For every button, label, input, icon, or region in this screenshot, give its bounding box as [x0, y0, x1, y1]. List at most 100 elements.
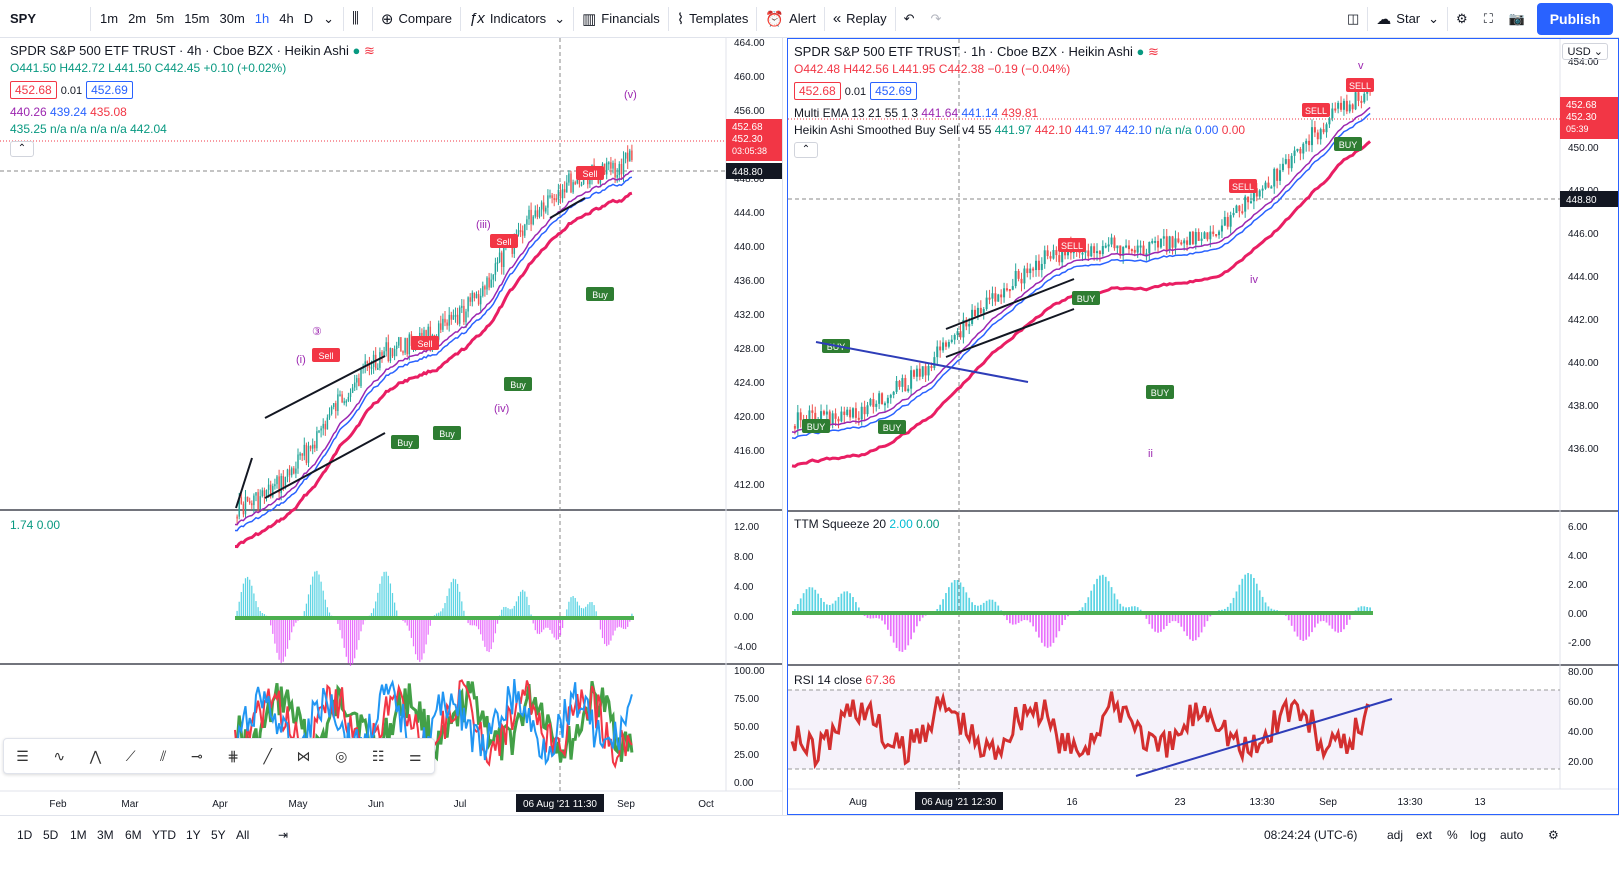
star-button[interactable]: ☁ Star ⌄: [1368, 0, 1447, 38]
measure-tool-icon[interactable]: ☷: [371, 747, 385, 764]
snapshot-button[interactable]: 📷: [1501, 0, 1533, 38]
channel-tool-icon[interactable]: ⫽: [160, 747, 167, 764]
pattern-tool-icon[interactable]: ⋈: [296, 747, 311, 764]
range-all[interactable]: All: [236, 828, 250, 842]
right-title[interactable]: SPDR S&P 500 ETF TRUST · 1h · Cboe BZX ·…: [794, 44, 1133, 59]
goto-date-icon[interactable]: ⇥: [278, 828, 289, 842]
gear-icon[interactable]: ⚙: [1548, 828, 1559, 842]
osc-bar: [324, 599, 326, 618]
interval-4h[interactable]: 4h: [279, 11, 294, 26]
interval-1h[interactable]: 1h: [254, 11, 270, 26]
rsi-axis-label: 100.00: [734, 666, 765, 677]
candle-body: [328, 414, 331, 418]
osc-bar: [1322, 613, 1325, 622]
osc-bar: [595, 611, 597, 618]
interval-15m[interactable]: 15m: [184, 11, 210, 26]
line-tool-icon[interactable]: ╱: [263, 747, 272, 764]
log-toggle[interactable]: log: [1470, 828, 1487, 842]
candle-body: [282, 476, 285, 489]
left-chart-canvas[interactable]: 464.00460.00456.00452.00448.00444.00440.…: [0, 38, 783, 815]
auto-toggle[interactable]: auto: [1500, 828, 1524, 842]
candle-body: [1197, 232, 1200, 241]
redo-button[interactable]: ↷: [923, 0, 950, 38]
osc-bar: [1299, 613, 1302, 640]
layout-button[interactable]: ◫: [1339, 0, 1367, 38]
eye-icon[interactable]: ●: [1136, 44, 1145, 59]
indicators-button[interactable]: ƒx Indicators ⌄: [461, 0, 573, 38]
osc-bar: [526, 596, 528, 618]
range-3m[interactable]: 3M: [97, 828, 114, 842]
alert-button[interactable]: ⏰ Alert: [757, 0, 823, 38]
collapse-legend-button[interactable]: ⌃: [10, 141, 34, 157]
candle-body: [886, 397, 889, 404]
sell-signal-box: [1229, 179, 1257, 193]
range-ytd[interactable]: YTD: [152, 828, 176, 842]
range-5d[interactable]: 5D: [43, 828, 59, 842]
lines-tool-icon[interactable]: ☰: [16, 747, 29, 764]
horizontal-ray-icon[interactable]: ⊸: [190, 747, 203, 764]
compare-button[interactable]: ⊕ Compare: [373, 0, 460, 38]
candle-body: [1281, 163, 1284, 171]
symbol-search[interactable]: SPY: [10, 11, 37, 26]
range-5y[interactable]: 5Y: [211, 828, 226, 842]
candle-body: [326, 417, 329, 430]
left-chart-panel[interactable]: 464.00460.00456.00452.00448.00444.00440.…: [0, 38, 783, 815]
abc-tool-icon[interactable]: ⋀: [89, 747, 102, 764]
interval-30m[interactable]: 30m: [219, 11, 245, 26]
settings-button[interactable]: ⚙: [1448, 0, 1476, 38]
chevron-down-icon[interactable]: ⌄: [323, 10, 335, 26]
publish-button[interactable]: Publish: [1537, 3, 1613, 35]
spiral-tool-icon[interactable]: ◎: [335, 747, 348, 764]
right-chart-canvas[interactable]: 454.00452.00450.00448.00446.00444.00442.…: [788, 39, 1618, 814]
fullscreen-button[interactable]: ⛶: [1476, 0, 1501, 38]
chart-type-button[interactable]: ⫼: [344, 0, 372, 38]
osc-bar: [1119, 603, 1122, 613]
candle-body: [1046, 250, 1049, 257]
ext-toggle[interactable]: ext: [1416, 828, 1433, 842]
osc-bar: [814, 589, 817, 613]
candle-body: [444, 318, 446, 323]
fib-tool-icon[interactable]: ⋕: [227, 747, 239, 764]
candle-body: [370, 366, 373, 369]
candle-body: [860, 406, 863, 420]
trend-tool-icon[interactable]: ⟋: [125, 747, 136, 764]
undo-button[interactable]: ↶: [896, 0, 923, 38]
percent-toggle[interactable]: %: [1447, 828, 1458, 842]
settings-tool-icon[interactable]: ⚌: [409, 747, 422, 764]
financials-button[interactable]: ▥ Financials: [574, 0, 668, 38]
interval-2m[interactable]: 2m: [128, 11, 147, 26]
settings-badge-icon[interactable]: ≋: [1147, 44, 1159, 59]
currency-selector[interactable]: USD ⌄: [1562, 43, 1608, 60]
range-1m[interactable]: 1M: [70, 828, 87, 842]
time-axis-label: Aug: [849, 797, 867, 808]
wave-label: iv: [1250, 274, 1258, 286]
candle-body: [1162, 236, 1165, 239]
clock[interactable]: 08:24:24 (UTC-6): [1264, 828, 1358, 842]
redo-icon: ↷: [930, 10, 942, 26]
candle-body: [387, 342, 390, 361]
range-6m[interactable]: 6M: [125, 828, 142, 842]
replay-button[interactable]: « Replay: [825, 0, 895, 38]
interval-1m[interactable]: 1m: [100, 11, 119, 26]
templates-button[interactable]: ⌇ Templates: [669, 0, 757, 38]
interval-d[interactable]: D: [303, 11, 314, 26]
candle-body: [542, 202, 545, 212]
right-chart-panel[interactable]: 454.00452.00450.00448.00446.00444.00442.…: [787, 38, 1619, 815]
adj-toggle[interactable]: adj: [1387, 828, 1404, 842]
candle-body: [494, 263, 497, 275]
interval-5m[interactable]: 5m: [156, 11, 175, 26]
candle-body: [910, 370, 913, 389]
settings-badge-icon[interactable]: ≋: [363, 43, 375, 58]
wave-tool-icon[interactable]: ∿: [53, 747, 66, 764]
osc-bar: [438, 612, 440, 618]
osc-bar: [1110, 587, 1113, 613]
collapse-legend-button[interactable]: ⌃: [794, 142, 818, 158]
candle-body: [1226, 216, 1229, 227]
range-1y[interactable]: 1Y: [186, 828, 201, 842]
osc-bar: [857, 607, 860, 613]
hash-val-2: 442.10: [1034, 123, 1072, 137]
osc-bar: [1160, 613, 1162, 632]
eye-icon[interactable]: ●: [352, 43, 361, 58]
range-1d[interactable]: 1D: [17, 828, 33, 842]
left-title[interactable]: SPDR S&P 500 ETF TRUST · 4h · Cboe BZX ·…: [10, 43, 349, 58]
